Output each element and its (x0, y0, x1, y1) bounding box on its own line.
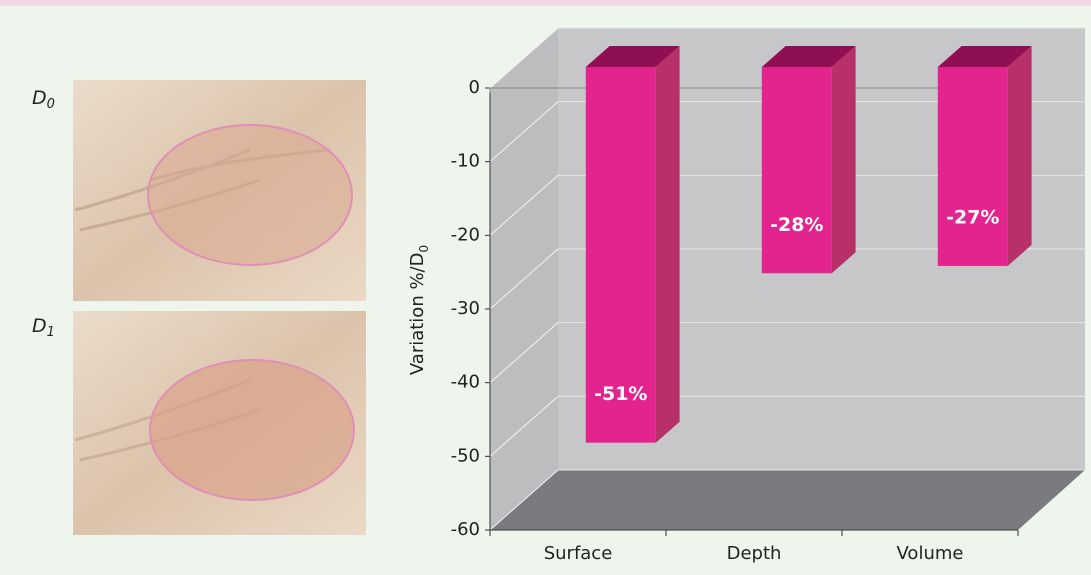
grid-line (489, 174, 559, 236)
bar-side (655, 46, 680, 443)
bar-top (761, 46, 856, 67)
bar-side (1007, 46, 1032, 266)
y-tick-label: -40 (451, 372, 480, 393)
photo-d1 (73, 311, 366, 535)
top-border (0, 0, 1091, 6)
bar-top (585, 46, 680, 67)
bar (585, 67, 656, 443)
y-tick-label: 0 (469, 77, 480, 98)
value-label: -28% (770, 214, 823, 236)
y-tick-label: -50 (451, 445, 480, 466)
grid-line (489, 248, 559, 310)
x-tick-label: Surface (544, 543, 613, 564)
chart: Variation %/D0 0 -10 -20 -30 -40 -50 -60 Surfac… (407, 27, 1086, 564)
bar-side (831, 46, 856, 274)
y-tick-label: -60 (451, 519, 480, 540)
photo-d0 (73, 80, 366, 301)
y-tick-label: -20 (451, 224, 480, 245)
bar (937, 67, 1008, 266)
grid-line (489, 395, 559, 457)
y-tick-label: -30 (451, 298, 480, 319)
grid-line (489, 322, 559, 384)
grid-line (489, 101, 559, 163)
grid-line (489, 469, 559, 531)
bar-top (937, 46, 1032, 67)
floor (490, 470, 1085, 530)
x-tick-label: Volume (897, 543, 964, 564)
value-label: -51% (594, 383, 647, 405)
y-tick-label: -10 (451, 151, 480, 172)
x-tick-label: Depth (727, 543, 782, 564)
photo-label: D1 (32, 315, 55, 340)
grid-line (489, 27, 559, 89)
bar (761, 67, 832, 274)
photo-label: D0 (32, 87, 55, 112)
y-axis-label: Variation %/D0 (407, 245, 431, 375)
value-label: -27% (946, 206, 999, 228)
